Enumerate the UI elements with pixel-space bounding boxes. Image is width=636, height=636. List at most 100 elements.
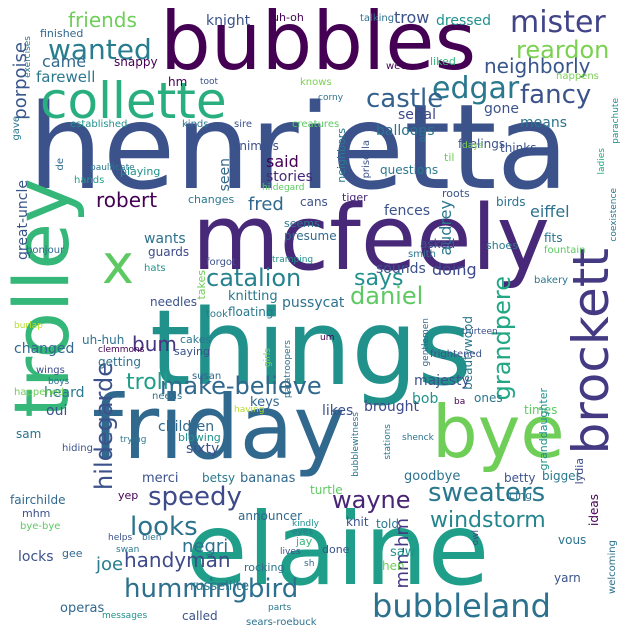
word: bob <box>412 391 439 407</box>
word: mcfeely <box>192 186 550 291</box>
word: announcer <box>238 509 303 523</box>
word: paulficate <box>90 163 135 173</box>
word: trow <box>394 8 430 27</box>
word: priscilla <box>361 140 372 179</box>
word: lives <box>280 547 301 557</box>
word: pussycat <box>282 295 345 311</box>
word: happens <box>556 71 599 82</box>
word: times <box>524 403 558 417</box>
word: frightened <box>430 349 483 360</box>
word: friday <box>92 376 346 479</box>
word: sixty <box>186 441 220 457</box>
word: yarn <box>554 571 581 585</box>
word: ones <box>474 391 503 405</box>
word: says <box>354 266 404 291</box>
word: operas <box>60 601 105 616</box>
word: negri <box>182 536 229 557</box>
word: fountain <box>544 245 586 256</box>
word: questions <box>380 163 439 177</box>
word: um <box>320 333 335 343</box>
word: forgot <box>206 257 236 268</box>
word: sweaters <box>428 478 546 508</box>
word: bigger <box>542 469 581 483</box>
word: presume <box>284 229 337 243</box>
word: fits <box>544 231 563 245</box>
word: kinds <box>182 119 209 130</box>
word: means <box>520 115 567 131</box>
word: wayne <box>332 486 411 514</box>
word: catalion <box>206 264 302 292</box>
word: smith <box>408 249 436 260</box>
word: x <box>102 233 134 296</box>
word: swan <box>116 545 140 555</box>
word: keys <box>250 395 280 410</box>
word: serial <box>398 107 437 123</box>
word: windstorm <box>430 508 546 533</box>
word: hummingbird <box>124 574 299 604</box>
word: needs <box>152 391 183 402</box>
word: bakery <box>534 275 569 286</box>
word: yep <box>118 489 139 502</box>
word: betsy <box>202 471 236 485</box>
word: vous <box>558 533 587 547</box>
word: came <box>42 52 87 71</box>
word: mister <box>510 5 606 40</box>
word: boys <box>48 377 70 387</box>
word: helps <box>108 533 133 543</box>
word: edgar <box>432 71 520 106</box>
word: snappy <box>114 55 158 69</box>
word: bien <box>142 533 162 543</box>
word: sam <box>16 427 42 441</box>
word: shoes <box>486 239 518 252</box>
word: having <box>234 405 265 415</box>
word: likes <box>322 403 354 419</box>
word: handyman <box>124 548 231 572</box>
word: eyes <box>292 527 314 537</box>
word: saw <box>390 545 416 560</box>
word: exercises <box>23 36 33 78</box>
word: called <box>182 609 218 623</box>
word: de <box>55 158 66 171</box>
word: gee <box>62 547 83 560</box>
word: trying <box>120 435 147 445</box>
word: russellite <box>190 579 250 594</box>
word: tiger <box>342 191 368 204</box>
word: hen <box>382 559 405 573</box>
word: creatures <box>292 119 340 130</box>
word: thirteen <box>462 327 498 337</box>
word: changes <box>188 193 235 206</box>
word: sire <box>234 119 253 130</box>
word: sh <box>304 559 315 569</box>
word: susan <box>192 371 222 382</box>
word: stations <box>383 424 393 460</box>
word: hands <box>74 175 105 186</box>
word: fred <box>248 194 284 215</box>
word: majesty <box>414 373 470 389</box>
word: uh-huh <box>82 333 125 347</box>
word: sears-roebuck <box>246 617 317 628</box>
word: thinks <box>500 141 537 155</box>
word: turtle <box>310 483 343 497</box>
word: parachute <box>611 98 621 144</box>
word: bubbles <box>160 0 477 88</box>
word: locks <box>18 549 54 565</box>
word: cakes <box>180 333 212 346</box>
word: goodbye <box>404 469 461 484</box>
word: joe <box>96 554 124 575</box>
word: knit <box>346 515 369 529</box>
word: elaine <box>186 491 490 608</box>
word: burlap <box>14 321 43 331</box>
word: asked <box>420 237 456 251</box>
word: finished <box>40 27 84 40</box>
word: said <box>266 152 299 171</box>
word: paratroopers <box>283 340 293 399</box>
word: granddaughter <box>537 388 550 471</box>
word: farewell <box>36 68 96 86</box>
word: guards <box>148 245 190 259</box>
word: bonjour <box>26 245 65 256</box>
word: henrietta <box>28 78 569 216</box>
word: feelings <box>458 137 506 151</box>
word: seen <box>217 158 233 192</box>
word: hildegarde <box>90 362 118 490</box>
word: bum <box>132 332 177 356</box>
